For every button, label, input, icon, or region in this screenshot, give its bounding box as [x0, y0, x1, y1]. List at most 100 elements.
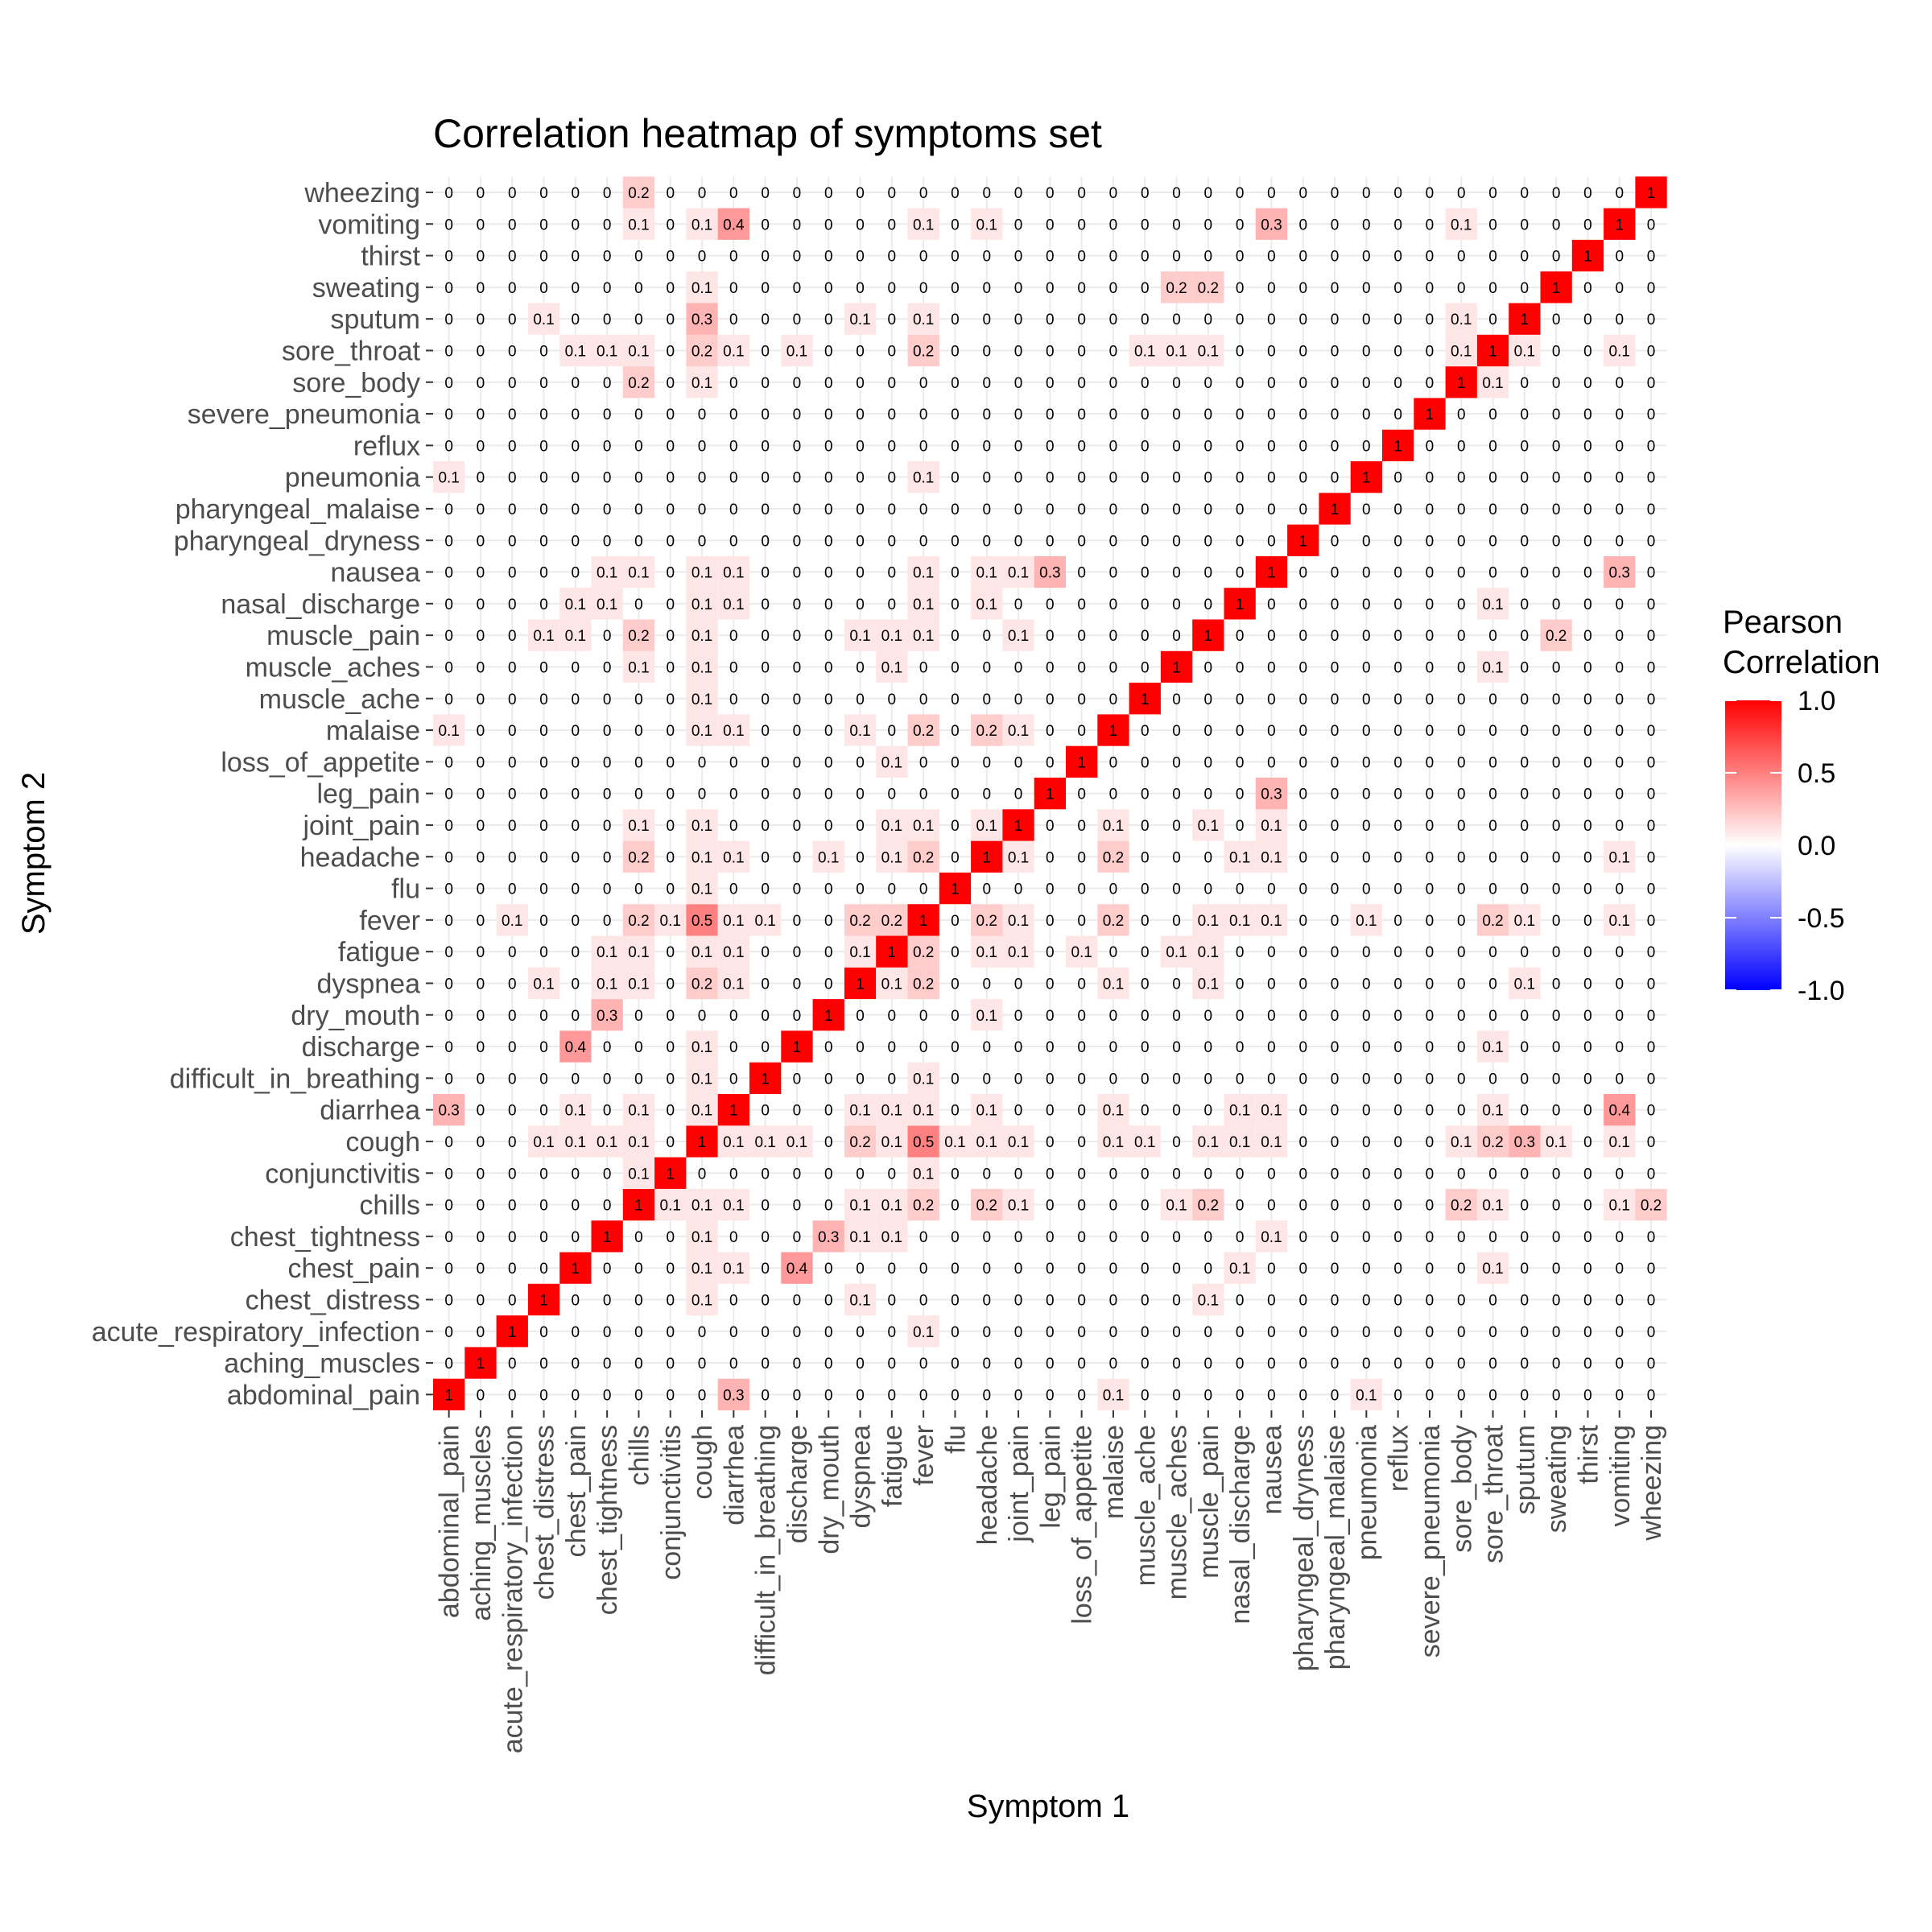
cell-value-label: 0	[888, 407, 897, 423]
cell-value-label: 0	[539, 249, 548, 266]
cell-value-label: 0.2	[913, 1198, 934, 1215]
cell-value-label: 0	[1488, 533, 1497, 550]
cell-value-label: 0	[1521, 217, 1530, 233]
cell-value-label: 0	[1488, 628, 1497, 645]
cell-value-label: 0	[1109, 1039, 1118, 1056]
cell-value-label: 0	[982, 470, 991, 487]
cell-value-label: 0.1	[723, 849, 744, 866]
heatmap-cell	[686, 619, 718, 651]
cell-value-label: 0	[698, 754, 707, 771]
cell-value-label: 0.1	[1103, 1134, 1124, 1151]
cell-value-label: 0	[572, 1229, 580, 1246]
cell-value-label: 0	[1393, 786, 1402, 803]
cell-value-label: 0.1	[1198, 1292, 1219, 1309]
cell-value-label: 0	[1236, 502, 1245, 518]
cell-value-label: 0	[698, 249, 707, 266]
cell-value-label: 0	[1141, 1103, 1150, 1120]
cell-value-label: 0	[1109, 343, 1118, 360]
cell-value-label: 0	[1457, 849, 1466, 866]
cell-value-label: 0	[1331, 1166, 1340, 1183]
heatmap-cell	[1509, 904, 1541, 936]
cell-value-label: 0	[477, 659, 485, 676]
cell-value-label: 0	[729, 185, 738, 202]
cell-value-label: 0.3	[1261, 786, 1282, 803]
cell-value-label: 0	[1236, 1039, 1245, 1056]
cell-value-label: 0.2	[976, 1198, 997, 1215]
cell-value-label: 0	[477, 944, 485, 961]
cell-value-label: 0	[603, 407, 612, 423]
y-tick-label: malaise	[326, 716, 420, 746]
cell-value-label: 0	[951, 438, 960, 455]
cell-value-label: 0.1	[628, 565, 649, 582]
cell-value-label: 0.1	[913, 628, 934, 645]
cell-value-label: 0	[603, 723, 612, 740]
heatmap-cell	[1255, 904, 1288, 936]
cell-value-label: 0	[729, 470, 738, 487]
cell-value-label: 0	[856, 881, 865, 898]
heatmap-cell	[717, 840, 749, 873]
cell-value-label: 0	[856, 659, 865, 676]
cell-value-label: 0	[1267, 249, 1276, 266]
cell-value-label: 0	[856, 1261, 865, 1278]
y-axis-title: Symptom 2	[16, 772, 52, 935]
cell-value-label: 0	[919, 1356, 928, 1373]
cell-value-label: 0	[1046, 913, 1055, 930]
cell-value-label: 0	[1077, 470, 1086, 487]
cell-value-label: 0.1	[881, 628, 902, 645]
x-tick-label: nasal_discharge	[1225, 1425, 1256, 1624]
cell-value-label: 0	[666, 1103, 675, 1120]
cell-value-label: 0	[761, 628, 770, 645]
heatmap-cell	[717, 967, 749, 1000]
y-tick-label: reflux	[353, 431, 420, 461]
heatmap-cell	[1509, 303, 1541, 335]
cell-value-label: 0.1	[1008, 565, 1029, 582]
heatmap-cell	[1414, 398, 1446, 430]
cell-value-label: 0	[1393, 217, 1402, 233]
cell-value-label: 0	[603, 628, 612, 645]
cell-value-label: 0	[824, 1387, 833, 1404]
cell-value-label: 0.4	[1609, 1103, 1631, 1120]
heatmap-cell	[1604, 1188, 1636, 1221]
cell-value-label: 0	[572, 1166, 580, 1183]
cell-value-label: 0	[539, 280, 548, 297]
heatmap-cell	[1476, 334, 1509, 367]
cell-value-label: 0	[572, 1387, 580, 1404]
cell-value-label: 0	[1647, 1039, 1656, 1056]
cell-value-label: 0.2	[881, 913, 902, 930]
cell-value-label: 0	[603, 533, 612, 550]
cell-value-label: 0	[1077, 217, 1086, 233]
x-tick-label: chills	[624, 1425, 654, 1486]
heatmap-cell	[1129, 683, 1161, 715]
cell-value-label: 0	[1236, 249, 1245, 266]
cell-value-label: 0	[1267, 1261, 1276, 1278]
cell-value-label: 0	[1615, 944, 1624, 961]
cell-value-label: 0	[1267, 1356, 1276, 1373]
cell-value-label: 0	[1457, 1166, 1466, 1183]
cell-value-label: 0	[444, 343, 453, 360]
cell-value-label: 0	[1426, 1134, 1435, 1151]
cell-value-label: 0	[824, 1198, 833, 1215]
cell-value-label: 0	[982, 1356, 991, 1373]
cell-value-label: 0.1	[944, 1134, 965, 1151]
cell-value-label: 0	[1457, 1387, 1466, 1404]
cell-value-label: 0	[1236, 217, 1245, 233]
cell-value-label: 0	[1521, 754, 1530, 771]
y-tick-label: severe_pneumonia	[188, 399, 420, 430]
cell-value-label: 0.1	[723, 944, 744, 961]
cell-value-label: 0.3	[1039, 565, 1060, 582]
heatmap-cell	[971, 999, 1003, 1031]
cell-value-label: 0	[539, 849, 548, 866]
cell-value-label: 0	[1583, 659, 1592, 676]
cell-value-label: 0	[1583, 1292, 1592, 1309]
cell-value-label: 0	[1077, 818, 1086, 835]
cell-value-label: 0	[1298, 1166, 1307, 1183]
cell-value-label: 0	[444, 185, 453, 202]
cell-value-label: 0	[761, 217, 770, 233]
cell-value-label: 0	[729, 1356, 738, 1373]
heatmap-cell	[844, 1283, 877, 1316]
heatmap-cell	[622, 650, 655, 683]
cell-value-label: 0	[888, 691, 897, 708]
cell-value-label: 0	[951, 375, 960, 392]
cell-value-label: 0	[1457, 1229, 1466, 1246]
cell-value-label: 0.1	[881, 976, 902, 993]
